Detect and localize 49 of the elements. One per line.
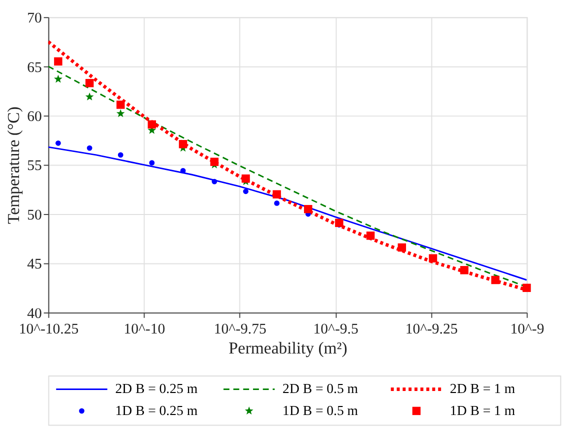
point xyxy=(398,243,406,252)
point xyxy=(212,178,218,184)
point xyxy=(178,140,188,148)
point xyxy=(272,190,281,198)
y-axis-title: Temperature (°C) xyxy=(4,106,24,224)
legend-label: 1D B = 0.25 m xyxy=(115,402,198,418)
x-tick-label: 10^-9.25 xyxy=(405,322,458,338)
x-tick-label: 10^-10.25 xyxy=(18,322,79,338)
x-tick-label: 10^-10 xyxy=(124,322,166,338)
y-tick-label: 65 xyxy=(27,60,42,76)
point xyxy=(242,174,250,183)
point xyxy=(86,145,92,151)
y-tick-label: 50 xyxy=(27,207,42,224)
point xyxy=(116,100,125,109)
legend-label: 2D B = 1 m xyxy=(450,381,516,396)
y-tick-label: 60 xyxy=(27,108,42,125)
point xyxy=(210,158,219,166)
point xyxy=(54,57,62,66)
point xyxy=(180,168,186,174)
point xyxy=(428,254,438,262)
point xyxy=(274,200,280,206)
point xyxy=(85,78,94,88)
legend-label: 1D B = 0.5 m xyxy=(282,402,358,418)
point xyxy=(85,92,94,100)
line-series xyxy=(48,146,527,281)
x-axis-title: Permeability (m²) xyxy=(228,338,348,358)
point xyxy=(304,204,312,214)
point xyxy=(116,109,125,118)
legend-label: 2D B = 0.5 m xyxy=(282,381,358,396)
x-tick-label: 10^-9 xyxy=(510,322,544,338)
y-tick-label: 45 xyxy=(27,256,42,273)
x-tick-label: 10^-9.5 xyxy=(313,322,358,338)
x-tick-label: 10^-9.75 xyxy=(214,322,266,338)
point xyxy=(460,266,468,274)
point xyxy=(54,74,62,83)
point xyxy=(148,120,156,129)
point xyxy=(522,284,531,292)
point xyxy=(243,188,248,194)
point xyxy=(55,140,61,146)
y-tick-label: 40 xyxy=(27,306,42,322)
point xyxy=(118,152,124,158)
legend-label: 1D B = 1 m xyxy=(450,402,516,418)
point xyxy=(149,160,155,166)
legend-label: 2D B = 0.25 m xyxy=(115,381,198,396)
y-tick-label: 55 xyxy=(27,158,42,174)
y-tick-label: 70 xyxy=(27,10,42,27)
point xyxy=(335,218,344,228)
point xyxy=(491,276,500,284)
point xyxy=(366,232,375,240)
